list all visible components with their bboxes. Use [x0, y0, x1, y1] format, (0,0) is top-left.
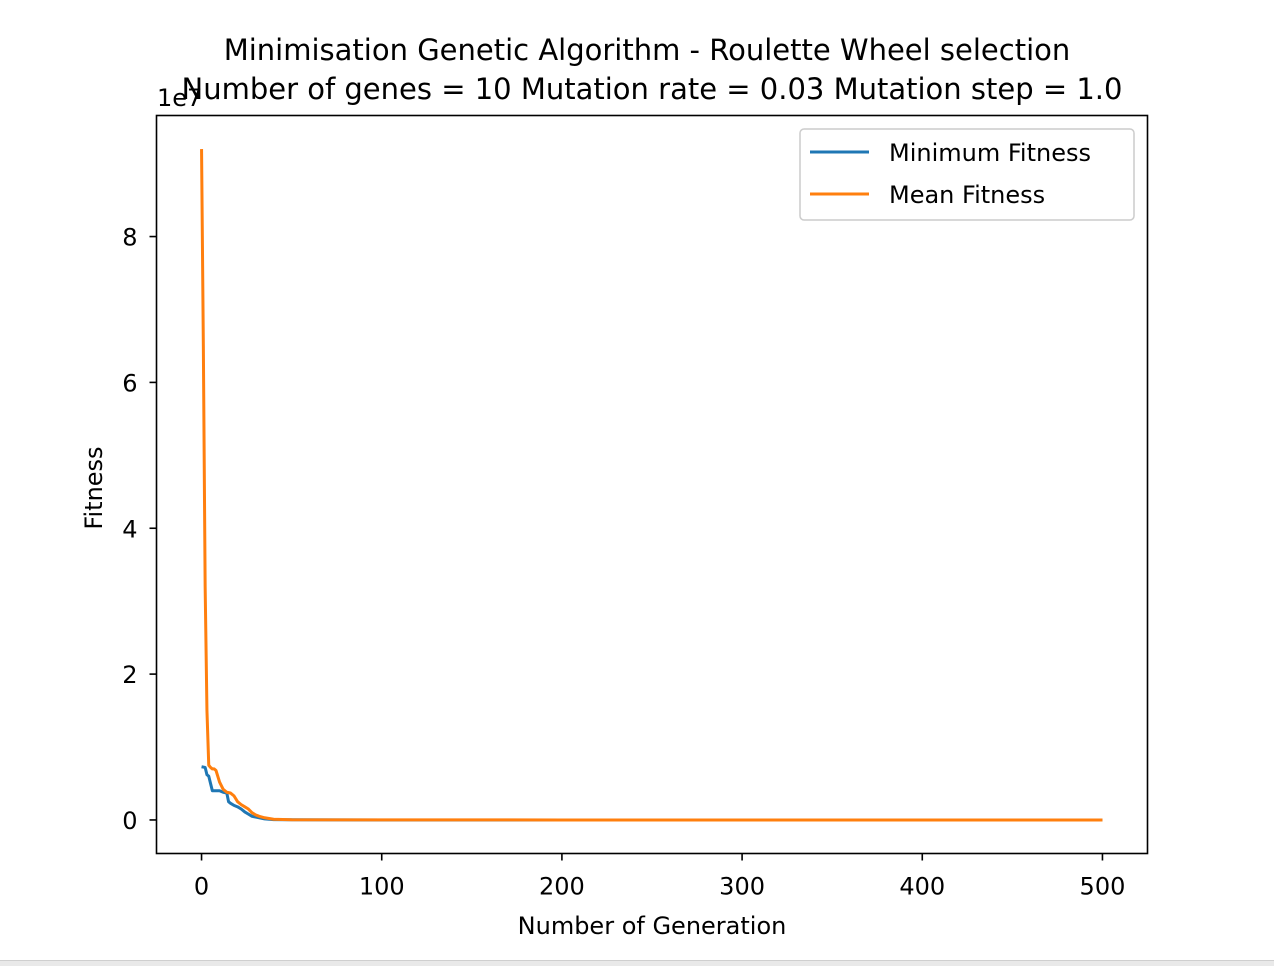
x-tick-label: 200	[539, 873, 585, 901]
x-tick-label: 500	[1080, 873, 1126, 901]
series-line-minimum-fitness	[201, 765, 1103, 822]
y-tick-label: 2	[122, 661, 137, 689]
x-tick-label: 0	[194, 873, 209, 901]
plot-frame	[155, 114, 1149, 855]
chart-title: Minimisation Genetic Algorithm - Roulett…	[224, 33, 1071, 67]
y-tick-label: 8	[122, 224, 137, 252]
legend-label-mean-fitness: Mean Fitness	[889, 181, 1045, 209]
x-axis-ticks: 0 100 200 300 400 500	[194, 853, 1126, 901]
y-tick-label: 6	[122, 369, 137, 397]
y-offset-label: 1e7	[157, 84, 202, 112]
chart-subtitle: Number of genes = 10 Mutation rate = 0.0…	[182, 72, 1123, 106]
x-tick-label: 400	[899, 873, 945, 901]
legend: Minimum Fitness Mean Fitness	[799, 128, 1135, 221]
y-axis-ticks: 0 2 4 6 8	[122, 224, 157, 835]
legend-frame	[799, 128, 1135, 221]
y-axis-label: Fitness	[80, 446, 108, 529]
plot-area	[200, 149, 1103, 822]
legend-label-minimum-fitness: Minimum Fitness	[889, 139, 1091, 167]
y-tick-label: 4	[122, 515, 137, 543]
window-bottom-strip	[0, 960, 1274, 966]
x-axis-label: Number of Generation	[518, 912, 787, 940]
x-tick-label: 100	[359, 873, 405, 901]
x-tick-label: 300	[719, 873, 765, 901]
y-tick-label: 0	[122, 807, 137, 835]
series-line-mean-fitness	[200, 149, 1103, 822]
